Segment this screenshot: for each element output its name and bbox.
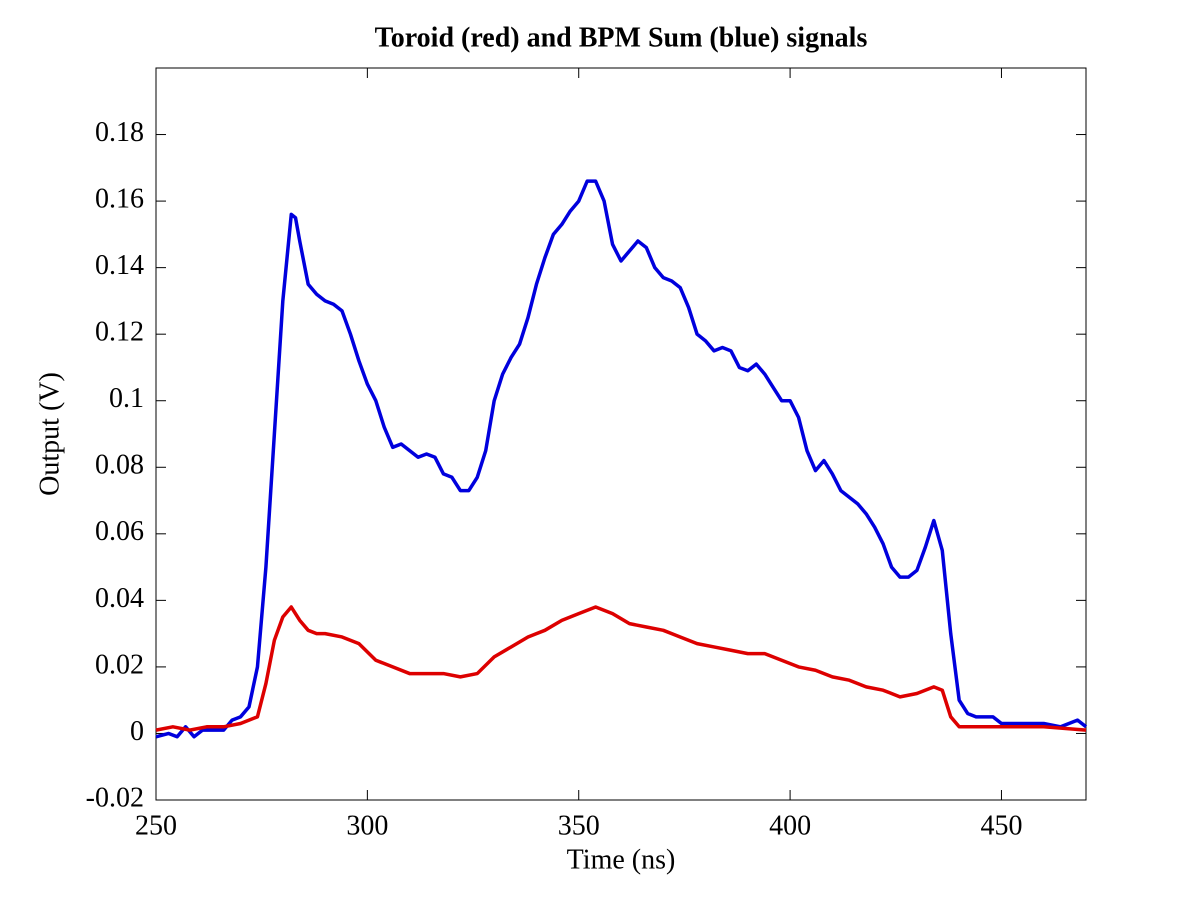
x-tick-label: 350 [558,810,600,841]
y-tick-label: 0.04 [95,583,144,614]
y-tick-label: 0 [130,716,144,747]
x-tick-label: 400 [769,810,811,841]
y-tick-label: 0.16 [95,184,144,215]
x-tick-label: 250 [135,810,177,841]
y-tick-label: -0.02 [86,782,144,813]
data-line [155,179,1088,739]
y-tick-label: 0.08 [95,450,144,481]
y-tick-label: 0.18 [95,117,144,148]
y-tick-label: 0.02 [95,649,144,680]
chart-title: Toroid (red) and BPM Sum (blue) signals [375,22,868,53]
x-tick-label: 450 [980,810,1022,841]
x-axis-label: Time (ns) [567,844,676,875]
y-tick-label: 0.14 [95,250,144,281]
x-tick-label: 300 [346,810,388,841]
y-tick-label: 0.1 [109,383,144,414]
y-tick-label: 0.12 [95,317,144,348]
data-line [155,605,1087,732]
y-axis-label: Output (V) [34,372,65,496]
plot-frame [155,67,1087,801]
y-tick-label: 0.06 [95,516,144,547]
